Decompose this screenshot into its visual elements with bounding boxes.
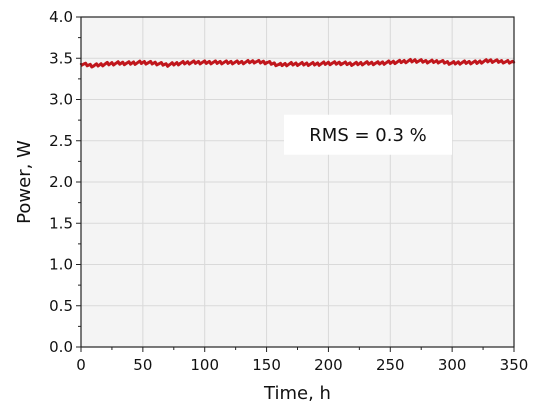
data-point [240, 61, 244, 64]
annotation-box [284, 114, 453, 155]
data-point [314, 62, 318, 66]
data-point [450, 62, 454, 65]
data-point [228, 61, 231, 64]
data-point [92, 64, 95, 67]
data-point [215, 61, 219, 64]
x-axis-ticks: 0 50 100 150 200 250 300 350 [76, 347, 528, 374]
x-tick-label: 250 [376, 356, 405, 374]
data-point [413, 59, 417, 62]
power-series-line [80, 58, 515, 69]
data-point [389, 61, 392, 64]
y-tick-label: 2.5 [49, 132, 73, 150]
data-point [265, 61, 268, 64]
data-point [351, 62, 355, 66]
data-point [475, 61, 479, 64]
rms-annotation: RMS = 0.3 % [309, 125, 426, 146]
y-axis-ticks: 0.0 0.5 1.0 1.5 2.0 2.5 3.0 3.5 4.0 [49, 8, 81, 356]
y-tick-label: 1.5 [49, 214, 73, 232]
data-point [376, 62, 380, 65]
data-layer [79, 58, 516, 69]
data-point [253, 60, 256, 63]
x-tick-label: 100 [190, 356, 219, 374]
data-point [104, 62, 107, 66]
data-point [178, 62, 182, 65]
data-point [500, 60, 503, 63]
data-point [488, 59, 491, 62]
y-tick-label: 1.0 [49, 256, 73, 274]
data-point [463, 61, 466, 64]
data-point [401, 60, 404, 63]
data-point [426, 60, 429, 63]
data-point [191, 61, 194, 64]
data-point [166, 63, 169, 67]
data-point [277, 63, 281, 67]
y-tick-label: 0.0 [49, 338, 73, 356]
data-point [364, 62, 367, 65]
x-tick-label: 0 [76, 356, 86, 374]
y-axis-title: Power, W [14, 140, 35, 224]
x-tick-label: 350 [500, 356, 529, 374]
y-tick-label: 0.5 [49, 297, 73, 315]
data-point [129, 62, 132, 65]
x-tick-label: 150 [252, 356, 281, 374]
data-point [203, 61, 206, 64]
x-tick-label: 50 [133, 356, 152, 374]
data-point [290, 62, 293, 66]
data-point [339, 62, 342, 65]
data-point [116, 62, 120, 65]
y-tick-label: 3.5 [49, 49, 73, 67]
y-tick-label: 2.0 [49, 173, 73, 191]
data-point [327, 62, 330, 65]
x-tick-label: 300 [438, 356, 467, 374]
data-point [154, 62, 157, 65]
data-point [141, 61, 145, 64]
data-point [438, 60, 441, 63]
data-point [302, 62, 305, 66]
x-axis-title: Time, h [263, 383, 331, 404]
y-tick-label: 4.0 [49, 8, 73, 26]
x-tick-label: 200 [314, 356, 343, 374]
y-tick-label: 3.0 [49, 91, 73, 109]
